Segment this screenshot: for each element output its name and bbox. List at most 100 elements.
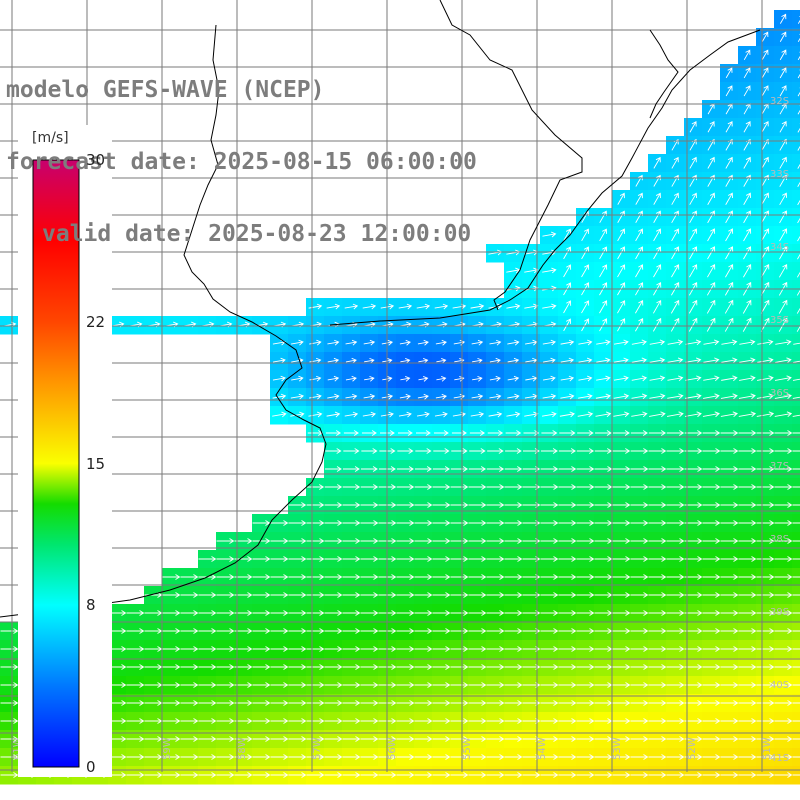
wind-arrow xyxy=(486,502,505,508)
wind-arrow xyxy=(507,357,520,364)
wind-arrow xyxy=(617,228,625,242)
wind-arrow xyxy=(738,754,757,760)
wind-arrow xyxy=(436,376,447,382)
latitude-label: 39S xyxy=(770,607,789,618)
wind-arrow xyxy=(468,772,487,778)
wind-arrow xyxy=(198,628,217,634)
wind-arrow xyxy=(797,13,800,24)
wind-arrow xyxy=(216,700,235,706)
wind-arrow xyxy=(325,430,342,436)
wind-arrow xyxy=(725,246,734,260)
wind-arrow xyxy=(648,574,667,580)
wind-arrow xyxy=(432,628,451,634)
wind-arrow xyxy=(360,466,378,472)
wind-arrow xyxy=(540,502,559,508)
wind-arrow xyxy=(418,358,429,364)
wind-arrow xyxy=(756,375,774,382)
wind-arrow xyxy=(666,484,685,490)
wind-arrow xyxy=(399,393,411,400)
wind-arrow xyxy=(216,736,235,742)
wind-arrow xyxy=(760,263,770,278)
wind-arrow xyxy=(756,574,775,580)
wind-arrow xyxy=(270,628,289,634)
wind-arrow xyxy=(797,228,800,242)
wind-arrow xyxy=(631,357,647,364)
wind-arrow xyxy=(360,718,379,724)
wind-arrow xyxy=(617,192,625,205)
wind-arrow xyxy=(576,484,595,490)
wind-arrow xyxy=(702,646,721,652)
wind-arrow xyxy=(126,718,145,724)
wind-arrow xyxy=(252,718,271,724)
coastline-lagoon xyxy=(649,29,679,119)
wind-arrow xyxy=(432,664,451,670)
wind-arrow xyxy=(270,772,289,778)
wind-arrow xyxy=(792,756,800,758)
wind-arrow xyxy=(792,684,800,686)
wind-arrow xyxy=(630,610,649,616)
wind-arrow xyxy=(507,393,520,400)
wind-arrow xyxy=(576,628,595,634)
wind-arrow xyxy=(743,156,751,169)
wind-arrow xyxy=(702,484,721,490)
wind-arrow xyxy=(396,502,415,508)
wind-arrow xyxy=(216,664,235,670)
wind-arrow xyxy=(577,411,594,418)
wind-arrow xyxy=(648,682,667,688)
wind-arrow xyxy=(126,646,145,652)
wind-arrow xyxy=(613,411,630,418)
wind-arrow xyxy=(558,610,577,616)
wind-arrow xyxy=(486,700,505,706)
wind-arrow xyxy=(486,736,505,742)
wind-arrow xyxy=(417,339,429,346)
wind-arrow xyxy=(0,772,19,778)
wind-arrow xyxy=(558,448,576,454)
wind-arrow xyxy=(342,628,361,634)
colorbar-tick-label: 8 xyxy=(86,596,96,615)
wind-arrow xyxy=(542,267,557,274)
wind-arrow xyxy=(468,610,487,616)
wind-arrow xyxy=(738,393,756,400)
wind-arrow xyxy=(743,120,751,133)
wind-arrow xyxy=(796,317,800,332)
wind-arrow xyxy=(630,448,649,454)
wind-arrow xyxy=(489,393,502,400)
wind-arrow xyxy=(252,664,271,670)
wind-arrow xyxy=(486,556,505,562)
wind-arrow xyxy=(761,120,769,133)
wind-arrow xyxy=(216,628,235,634)
wind-arrow xyxy=(612,484,631,490)
wind-arrow xyxy=(558,736,577,742)
wind-arrow xyxy=(542,303,557,310)
latitude-label: 40S xyxy=(770,680,789,691)
wind-arrow xyxy=(360,664,379,670)
wind-arrow xyxy=(578,393,593,400)
wind-arrow xyxy=(270,664,289,670)
wind-arrow xyxy=(524,411,539,418)
wind-arrow xyxy=(725,192,733,205)
wind-arrow xyxy=(649,339,666,346)
wind-arrow xyxy=(725,85,733,97)
wind-arrow xyxy=(707,246,716,260)
wind-arrow xyxy=(216,646,235,652)
wind-arrow xyxy=(306,502,325,508)
wind-arrow xyxy=(504,574,523,580)
wind-arrow xyxy=(507,339,520,346)
wind-arrow xyxy=(342,718,361,724)
wind-arrow xyxy=(761,228,770,242)
wind-arrow xyxy=(774,574,793,580)
wind-arrow xyxy=(774,628,793,634)
wind-arrow xyxy=(630,718,649,724)
wind-arrow xyxy=(689,228,698,242)
wind-arrow xyxy=(417,393,429,400)
wind-arrow xyxy=(308,411,323,418)
wind-arrow xyxy=(617,300,626,314)
colorbar-tick-label: 22 xyxy=(86,312,106,331)
latitude-label: 38S xyxy=(770,534,789,545)
wind-arrow xyxy=(671,210,679,224)
wind-arrow xyxy=(270,610,289,616)
wind-arrow xyxy=(630,466,649,472)
wind-arrow xyxy=(540,538,559,544)
wind-arrow xyxy=(252,610,271,616)
wind-arrow xyxy=(666,538,685,544)
